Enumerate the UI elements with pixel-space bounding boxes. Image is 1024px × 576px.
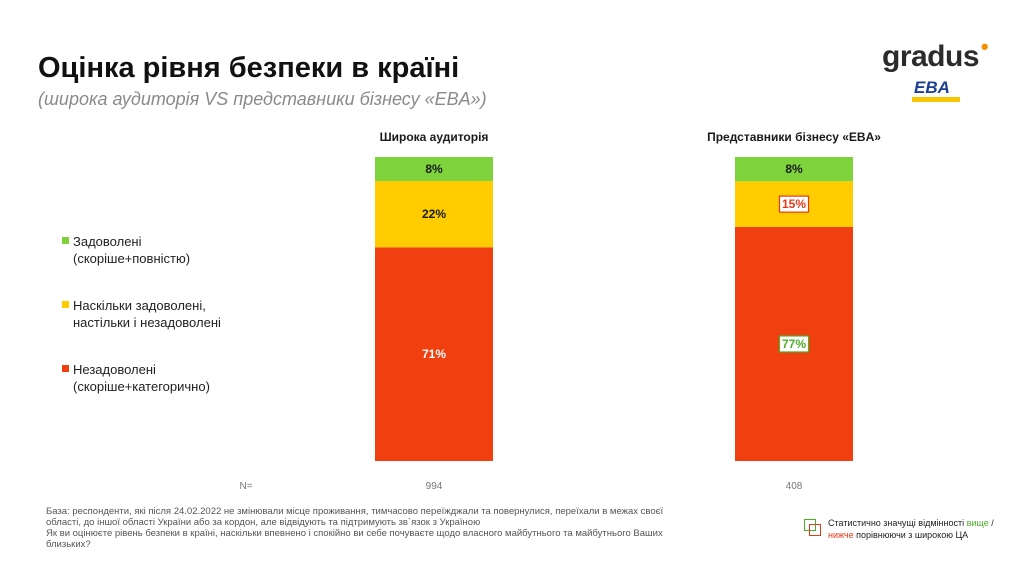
bar-segment-0-2 (375, 157, 493, 182)
gradus-logo-text: gradus (882, 40, 980, 73)
legend-label-dissatisfied-1: Незадоволені (73, 362, 156, 377)
legend-label-neutral-2: настільки і незадоволені (73, 315, 221, 330)
sig-text-1: Статистично значущі відмінності (828, 518, 967, 528)
legend-label-satisfied-1: Задоволені (73, 234, 142, 249)
sig-lower: нижче (828, 530, 854, 540)
data-label-0-1: 22% (422, 207, 446, 221)
legend-label-dissatisfied-2: (скоріше+категорично) (73, 379, 210, 394)
data-label-1-1: 15% (782, 197, 806, 211)
gradus-logo-dot: • (980, 34, 989, 59)
bar-segment-0-1 (375, 181, 493, 248)
legend-swatch-neutral (62, 301, 69, 308)
n-value-0: 994 (426, 481, 443, 492)
n-label: N= (239, 481, 252, 492)
page-title: Оцінка рівня безпеки в країні (38, 52, 460, 84)
data-label-1-2: 8% (785, 162, 803, 176)
eba-logo-bar (912, 97, 960, 102)
category-label-0: Широка аудиторія (380, 130, 489, 144)
gradus-logo: gradus • (882, 34, 989, 74)
highlight-box-1-1 (778, 195, 810, 213)
data-label-1-0: 77% (782, 337, 806, 351)
legend-label-neutral-1: Наскільки задоволені, (73, 298, 206, 313)
n-value-1: 408 (786, 481, 803, 492)
eba-logo: EBA (912, 78, 960, 102)
data-label-0-2: 8% (425, 162, 443, 176)
bar-segment-0-0 (375, 247, 493, 461)
sig-text-2: / (988, 518, 994, 528)
legend-label-satisfied-2: (скоріше+повністю) (73, 251, 191, 266)
sig-text-3: порівнюючи з широкою ЦА (853, 530, 969, 540)
footnote-question: Як ви оцінюєте рівень безпеки в країні, … (46, 528, 663, 550)
data-label-0-0: 71% (422, 347, 446, 361)
significance-icon (804, 519, 822, 536)
footnote: База: респонденти, які після 24.02.2022 … (46, 506, 686, 550)
legend-swatch-satisfied (62, 237, 69, 244)
bar-segment-1-2 (735, 157, 853, 182)
page-subtitle: (широка аудиторія VS представники бізнес… (38, 89, 487, 109)
sig-higher: вище (966, 518, 989, 528)
eba-logo-text: EBA (914, 78, 950, 97)
legend-swatch-dissatisfied (62, 365, 69, 372)
category-label-1: Представники бізнесу «EBA» (707, 130, 881, 144)
footnote-base: База: респонденти, які після 24.02.2022 … (46, 506, 664, 528)
highlight-box-1-0 (778, 335, 810, 353)
